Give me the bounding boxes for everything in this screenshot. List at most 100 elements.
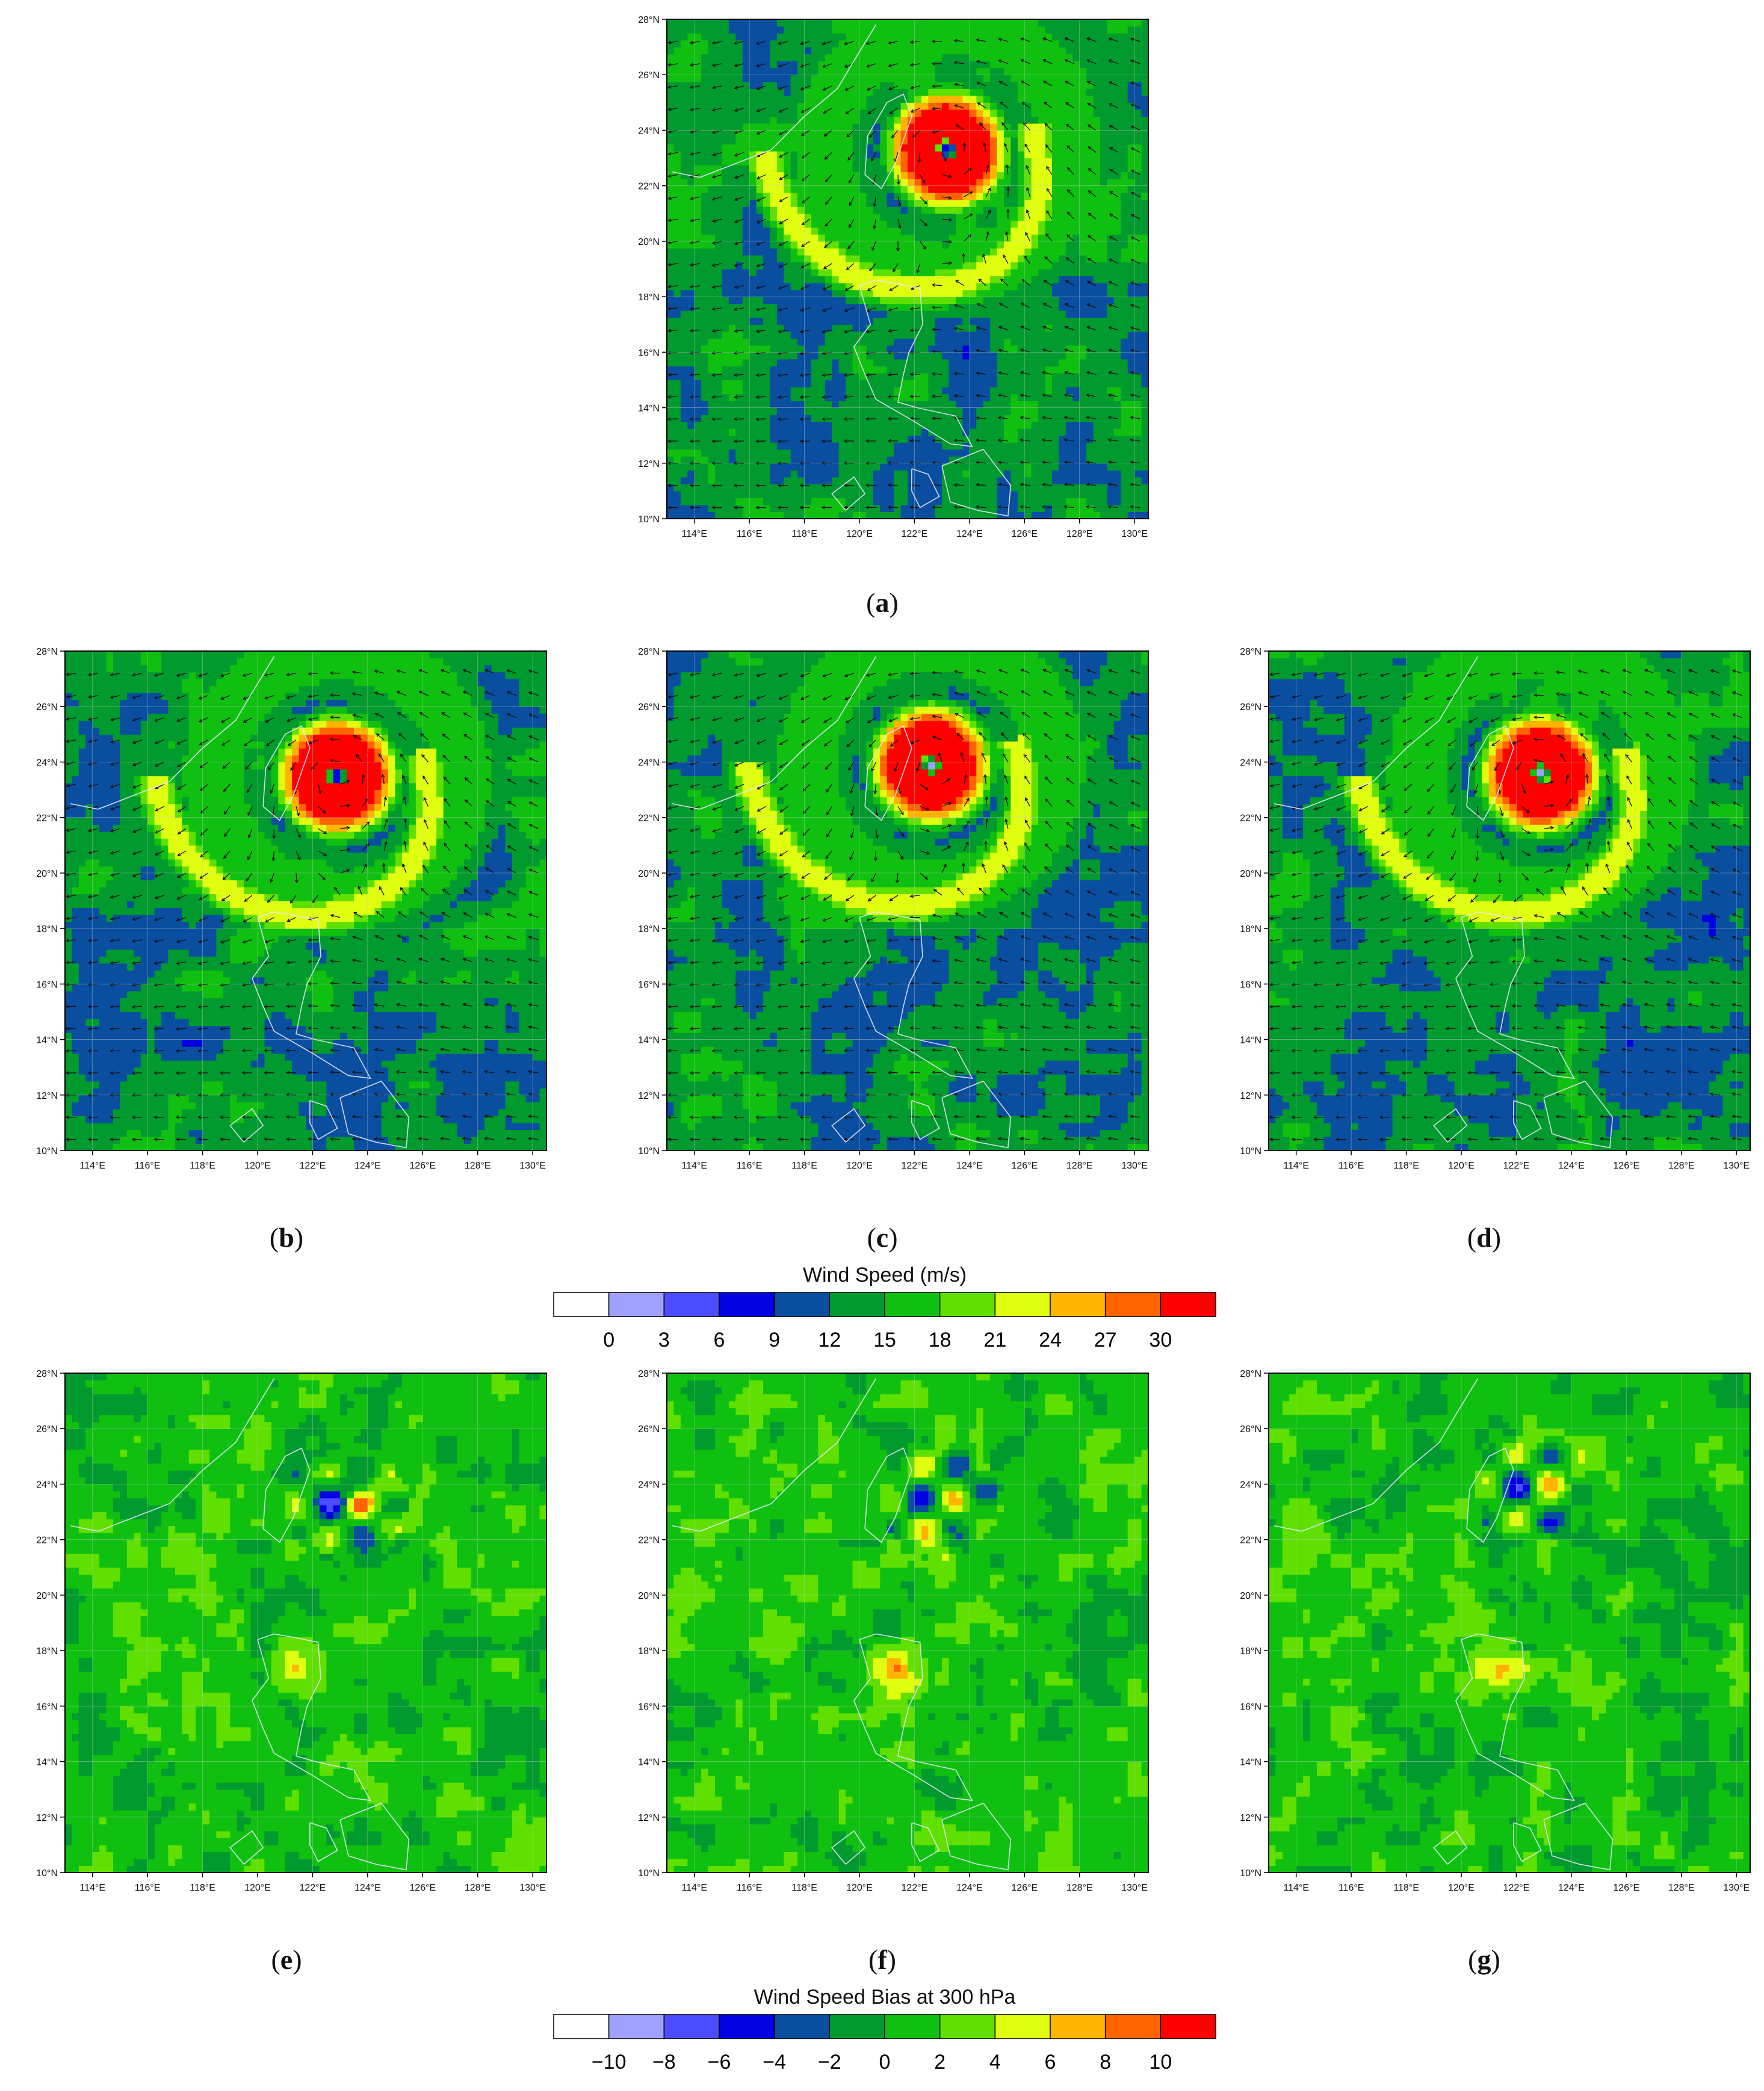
lat-tick-label: 12°N [638, 1813, 660, 1823]
panel-label-g-text: g [1478, 1944, 1491, 1975]
panel-g: 10°N 12°N 14°N 16°N 18°N 20°N 22°N 24°N 26°N 28°N… [1204, 1366, 1764, 1920]
field-a [667, 19, 1148, 519]
lon-tick-label: 124°E [956, 1883, 983, 1893]
wind-colorbar-swatch [1160, 1292, 1216, 1317]
lon-tick-label: 122°E [902, 1883, 928, 1893]
panel-a: 10°N 12°N 14°N 16°N 18°N 20°N 22°N 24°N 26°N 28°N… [602, 12, 1174, 566]
lon-tick-label: 120°E [1448, 1883, 1475, 1893]
lon-tick-label: 114°E [681, 529, 707, 539]
lat-tick-label: 12°N [638, 1091, 660, 1101]
wind-colorbar-label: 21 [983, 1329, 1006, 1351]
wind-colorbar: Wind Speed (m/s) 0 3 6 9 12 15 18 21 24 27 30 [553, 1264, 1216, 1360]
wind-colorbar-swatch [994, 1292, 1051, 1317]
bias-colorbar-swatches: −10 −8 −6 −4 −2 0 2 4 6 8 10 [553, 2014, 1216, 2074]
lat-tick-label: 26°N [638, 70, 660, 81]
wind-colorbar-swatch [1104, 1292, 1162, 1317]
lat-tick-label: 22°N [36, 814, 58, 824]
lat-tick-label: 18°N [36, 1646, 58, 1657]
lon-tick-label: 116°E [737, 1161, 763, 1171]
wind-colorbar-label: 9 [769, 1329, 780, 1351]
field-e [65, 1373, 546, 1873]
panel-label-a: (a) [834, 587, 930, 619]
lon-tick-label: 114°E [79, 1161, 105, 1171]
map-f: 10°N 12°N 14°N 16°N 18°N 20°N 22°N 24°N 26°N 28°N… [638, 1369, 1149, 1893]
lon-tick-label: 126°E [1011, 529, 1038, 539]
lat-tick-label: 28°N [638, 647, 660, 657]
wind-colorbar-swatch [773, 1292, 831, 1317]
bias-colorbar-swatch [719, 2014, 775, 2039]
lat-tick-label: 22°N [638, 814, 660, 824]
lon-tick-label: 120°E [846, 1161, 873, 1171]
panel-label-b-text: b [279, 1222, 294, 1253]
lon-tick-label: 128°E [1066, 529, 1093, 539]
field-b [65, 651, 546, 1151]
lat-tick-label: 12°N [1240, 1813, 1261, 1823]
lat-tick-label: 22°N [36, 1536, 58, 1546]
panel-label-c-text: c [876, 1222, 888, 1253]
lat-tick-label: 26°N [36, 702, 58, 712]
lon-tick-label: 116°E [1338, 1883, 1364, 1893]
lon-tick-label: 120°E [846, 529, 873, 539]
lon-tick-label: 130°E [519, 1883, 546, 1893]
bias-colorbar: Wind Speed Bias at 300 hPa −10 −8 −6 −4 −2 0 2… [553, 1986, 1216, 2082]
lat-tick-label: 10°N [638, 1868, 660, 1879]
lon-tick-label: 130°E [1723, 1883, 1750, 1893]
lat-tick-label: 10°N [638, 514, 660, 525]
lat-tick-label: 18°N [638, 292, 660, 303]
lat-tick-label: 18°N [36, 924, 58, 934]
lon-tick-label: 114°E [79, 1883, 105, 1893]
lat-tick-label: 22°N [1240, 1536, 1261, 1546]
bias-colorbar-label: −2 [818, 2051, 841, 2074]
lat-tick-label: 20°N [638, 237, 660, 247]
lat-tick-label: 12°N [1240, 1091, 1261, 1101]
panel-b: 10°N 12°N 14°N 16°N 18°N 20°N 22°N 24°N 26°N 28°N… [0, 644, 572, 1197]
panel-label-g: (g) [1436, 1944, 1532, 1975]
lat-tick-label: 26°N [638, 702, 660, 712]
wind-colorbar-label: 24 [1039, 1329, 1062, 1351]
lon-tick-label: 126°E [1613, 1883, 1639, 1893]
bias-colorbar-swatch [773, 2014, 831, 2039]
lat-tick-label: 20°N [638, 869, 660, 879]
lat-tick-label: 16°N [638, 1702, 660, 1712]
map-g: 10°N 12°N 14°N 16°N 18°N 20°N 22°N 24°N 26°N 28°N… [1240, 1369, 1751, 1893]
bias-colorbar-label: −8 [652, 2051, 676, 2074]
bias-colorbar-label: 2 [934, 2051, 945, 2074]
lon-tick-label: 114°E [681, 1161, 707, 1171]
bias-colorbar-label: −4 [763, 2051, 786, 2074]
panel-label-e: (e) [238, 1944, 335, 1975]
wind-colorbar-swatch [939, 1292, 996, 1317]
bias-colorbar-swatch [1160, 2014, 1216, 2039]
bias-colorbar-swatch [939, 2014, 996, 2039]
lon-tick-label: 128°E [465, 1883, 491, 1893]
wind-colorbar-label: 15 [873, 1329, 896, 1351]
lon-tick-label: 114°E [681, 1883, 707, 1893]
bias-colorbar-label: −6 [708, 2051, 731, 2074]
lon-tick-label: 126°E [1613, 1161, 1639, 1171]
lat-tick-label: 14°N [638, 1036, 660, 1046]
panel-label-d-text: d [1476, 1222, 1492, 1253]
panel-label-f-text: f [877, 1944, 887, 1975]
lon-tick-label: 118°E [791, 1161, 817, 1171]
lon-tick-label: 124°E [354, 1161, 381, 1171]
lon-tick-label: 130°E [1723, 1161, 1750, 1171]
bias-colorbar-label: 4 [989, 2051, 1001, 2074]
lat-tick-label: 26°N [1240, 1424, 1261, 1435]
lat-tick-label: 28°N [638, 15, 660, 25]
lon-tick-label: 122°E [1503, 1161, 1530, 1171]
panel-c: 10°N 12°N 14°N 16°N 18°N 20°N 22°N 24°N 26°N 28°N… [602, 644, 1174, 1197]
lon-tick-label: 126°E [1011, 1161, 1038, 1171]
lat-tick-label: 10°N [1240, 1146, 1261, 1157]
wind-colorbar-label: 3 [658, 1329, 670, 1351]
wind-colorbar-label: 12 [818, 1329, 841, 1351]
lat-tick-label: 16°N [638, 980, 660, 990]
lat-tick-label: 16°N [1240, 980, 1261, 990]
bias-colorbar-label: 10 [1149, 2051, 1172, 2074]
panel-e: 10°N 12°N 14°N 16°N 18°N 20°N 22°N 24°N 26°N 28°N… [0, 1366, 572, 1920]
map-d: 10°N 12°N 14°N 16°N 18°N 20°N 22°N 24°N 26°N 28°N… [1240, 647, 1751, 1171]
wind-vectors-d [1269, 669, 1742, 1141]
map-b: 10°N 12°N 14°N 16°N 18°N 20°N 22°N 24°N 26°N 28°N… [36, 647, 547, 1171]
bias-colorbar-swatch [884, 2014, 941, 2039]
bias-colorbar-label: −10 [592, 2051, 627, 2074]
field-g [1269, 1373, 1750, 1873]
wind-colorbar-swatch [884, 1292, 941, 1317]
